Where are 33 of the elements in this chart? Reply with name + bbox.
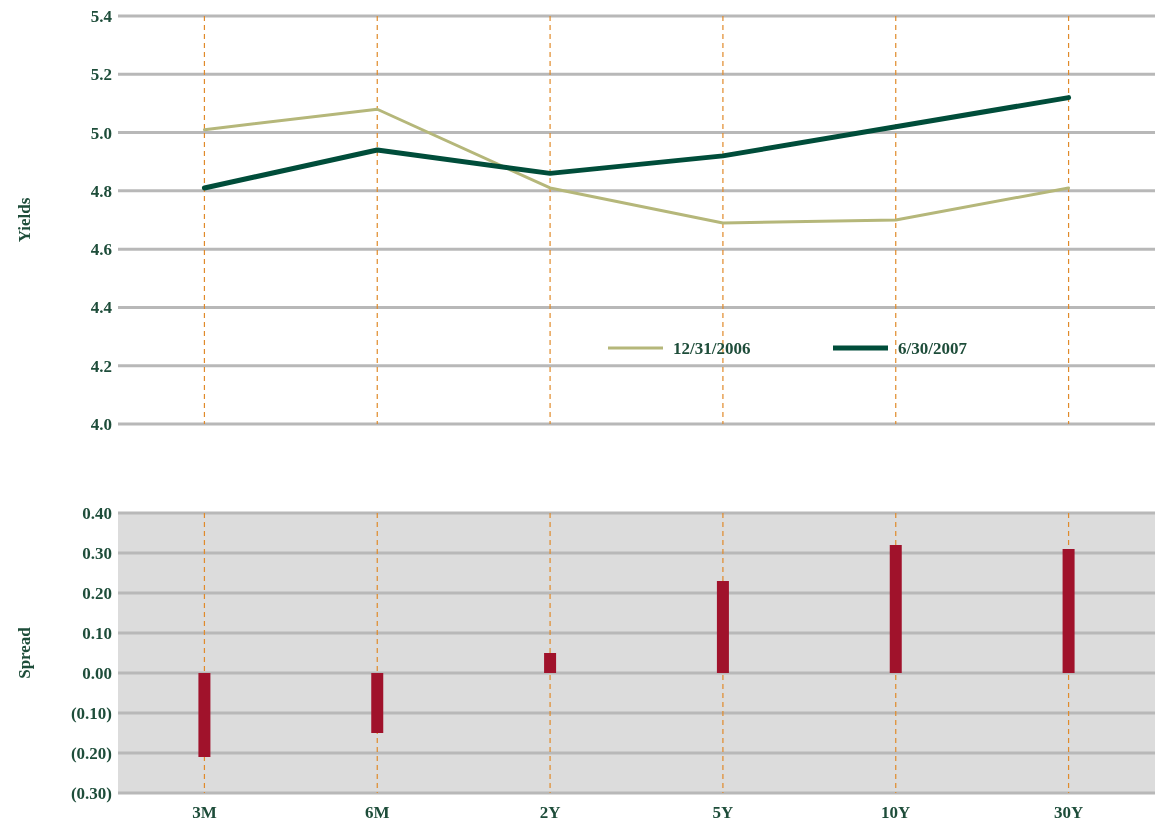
x-tick-label: 10Y [881,803,911,822]
y-axis-title: Yields [15,197,34,243]
bar [1062,549,1075,673]
y-tick-label: 4.8 [90,181,112,201]
x-tick-label: 6M [364,803,390,822]
legend-label: 12/31/2006 [673,338,751,358]
line-series [202,107,1071,225]
bar [198,673,211,757]
y-tick-label: 5.2 [90,65,112,85]
y-tick-label: 0.00 [82,663,112,683]
y-tick-label: 4.0 [90,414,112,434]
bar [544,653,557,673]
y-tick-label: (0.10) [70,703,112,723]
bar [716,581,729,673]
y-tick-label: (0.30) [70,783,112,803]
y-tick-label: 5.0 [90,123,112,143]
y-tick-label: 0.20 [82,583,112,603]
x-tick-label: 2Y [539,803,561,822]
y-tick-label: 0.30 [82,543,112,563]
legend-label: 6/30/2007 [898,338,968,358]
bar [889,545,902,673]
y-axis-title: Spread [15,626,34,679]
y-tick-label: 4.2 [90,356,112,376]
x-tick-label: 5Y [712,803,734,822]
y-tick-label: 5.4 [90,6,113,26]
y-tick-label: 4.6 [90,240,112,260]
y-tick-label: 0.40 [82,503,112,523]
x-tick-label: 30Y [1053,803,1084,822]
bar [371,673,384,733]
y-tick-label: (0.20) [70,743,112,763]
y-tick-label: 0.10 [82,623,112,643]
x-tick-label: 3M [192,803,217,822]
y-tick-label: 4.4 [90,298,113,318]
